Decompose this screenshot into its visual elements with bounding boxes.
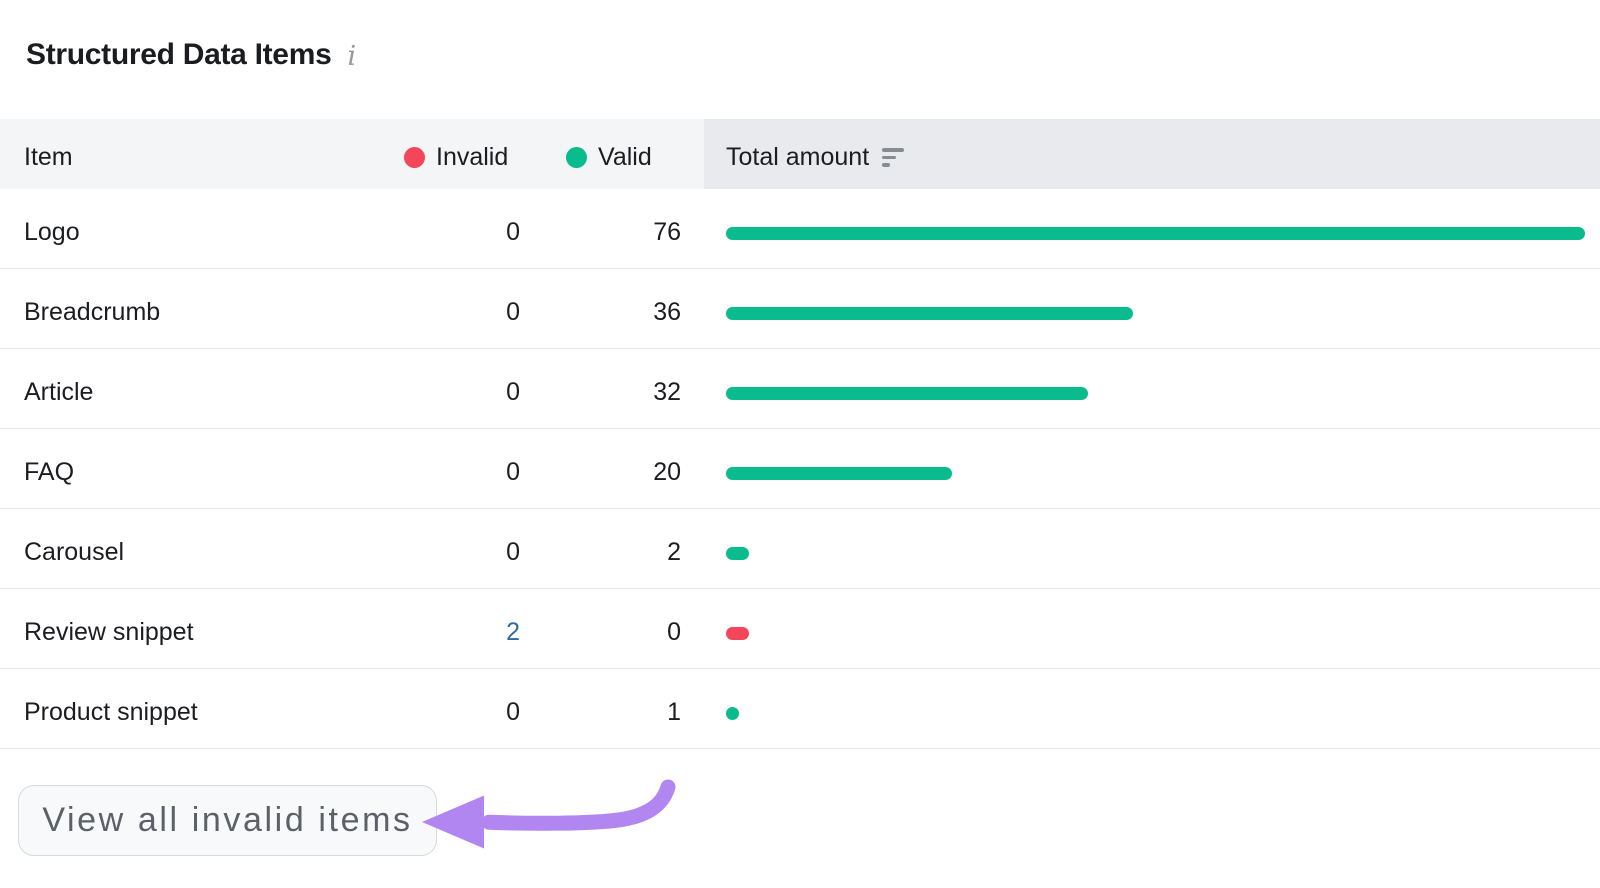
invalid-count-value: 0	[506, 298, 520, 326]
invalid-count: 2	[370, 593, 520, 672]
valid-count: 32	[531, 353, 681, 432]
column-header-item-label: Item	[24, 142, 73, 171]
column-header-item[interactable]: Item	[24, 122, 73, 192]
info-icon[interactable]: i	[347, 40, 357, 72]
table-row-product-snippet: Product snippet 0 1	[0, 669, 1600, 749]
column-header-invalid-label: Invalid	[436, 142, 509, 171]
widget-title: Structured Data Items	[26, 38, 332, 71]
table-row-faq: FAQ 0 20	[0, 429, 1600, 509]
table-row-review-snippet: Review snippet 2 0	[0, 589, 1600, 669]
item-name: Product snippet	[24, 698, 198, 726]
sorted-column-highlight	[704, 119, 1600, 189]
total-amount-bar	[726, 387, 1088, 401]
item-name: FAQ	[24, 458, 75, 486]
total-amount-bar-cell	[726, 513, 1585, 592]
total-amount-bar	[726, 547, 749, 561]
invalid-count: 0	[370, 673, 520, 752]
item-name: Breadcrumb	[24, 298, 161, 326]
valid-legend-dot-icon	[566, 146, 587, 168]
invalid-count: 0	[370, 193, 520, 272]
widget-header: Structured Data Items i	[26, 36, 356, 74]
total-amount-bar	[726, 627, 749, 641]
total-amount-bar	[726, 307, 1133, 321]
column-header-total-amount[interactable]: Total amount	[726, 122, 905, 192]
invalid-count: 0	[370, 513, 520, 592]
invalid-count: 0	[370, 433, 520, 512]
valid-count: 1	[531, 673, 681, 752]
sort-descending-icon	[882, 148, 905, 167]
valid-count-value: 0	[667, 618, 681, 646]
total-amount-bar	[726, 467, 952, 481]
invalid-count: 0	[370, 273, 520, 352]
valid-count: 0	[531, 593, 681, 672]
view-all-invalid-items-button[interactable]: View all invalid items	[18, 785, 437, 856]
total-amount-bar-cell	[726, 673, 1585, 752]
table-body: Logo 0 76 Breadcrumb 0 36 Article 0 32 FAQ 0 20 Caro…	[0, 189, 1600, 749]
item-name: Logo	[24, 218, 80, 246]
valid-count: 76	[531, 193, 681, 272]
invalid-count-value: 0	[506, 218, 520, 246]
total-amount-bar-cell	[726, 273, 1585, 352]
valid-count: 36	[531, 273, 681, 352]
valid-count-value: 2	[667, 538, 681, 566]
total-amount-bar-cell	[726, 593, 1585, 672]
column-header-invalid[interactable]: Invalid	[404, 122, 508, 192]
table-header-row: Item Invalid Valid Total amount	[0, 119, 1600, 189]
valid-count-value: 32	[653, 378, 681, 406]
item-name: Review snippet	[24, 618, 194, 646]
valid-count-value: 20	[653, 458, 681, 486]
invalid-legend-dot-icon	[404, 146, 425, 168]
valid-count: 20	[531, 433, 681, 512]
table-row-breadcrumb: Breadcrumb 0 36	[0, 269, 1600, 349]
valid-count-value: 76	[653, 218, 681, 246]
total-amount-bar-cell	[726, 353, 1585, 432]
table-row-logo: Logo 0 76	[0, 189, 1600, 269]
invalid-count-value: 0	[506, 458, 520, 486]
total-amount-bar-cell	[726, 433, 1585, 512]
table-row-carousel: Carousel 0 2	[0, 509, 1600, 589]
column-header-valid[interactable]: Valid	[566, 122, 652, 192]
invalid-count-value: 0	[506, 538, 520, 566]
table-row-article: Article 0 32	[0, 349, 1600, 429]
total-amount-bar-cell	[726, 193, 1585, 272]
total-amount-bar	[726, 227, 1585, 241]
valid-count: 2	[531, 513, 681, 592]
total-amount-bar	[726, 707, 739, 721]
invalid-count-value: 0	[506, 378, 520, 406]
annotation-arrow-icon	[422, 779, 676, 849]
item-name: Carousel	[24, 538, 125, 566]
column-header-valid-label: Valid	[598, 142, 652, 171]
invalid-count: 0	[370, 353, 520, 432]
invalid-count-value: 0	[506, 698, 520, 726]
valid-count-value: 36	[653, 298, 681, 326]
invalid-count-link[interactable]: 2	[506, 618, 520, 646]
item-name: Article	[24, 378, 94, 406]
column-header-total-amount-label: Total amount	[726, 142, 870, 171]
valid-count-value: 1	[667, 698, 681, 726]
